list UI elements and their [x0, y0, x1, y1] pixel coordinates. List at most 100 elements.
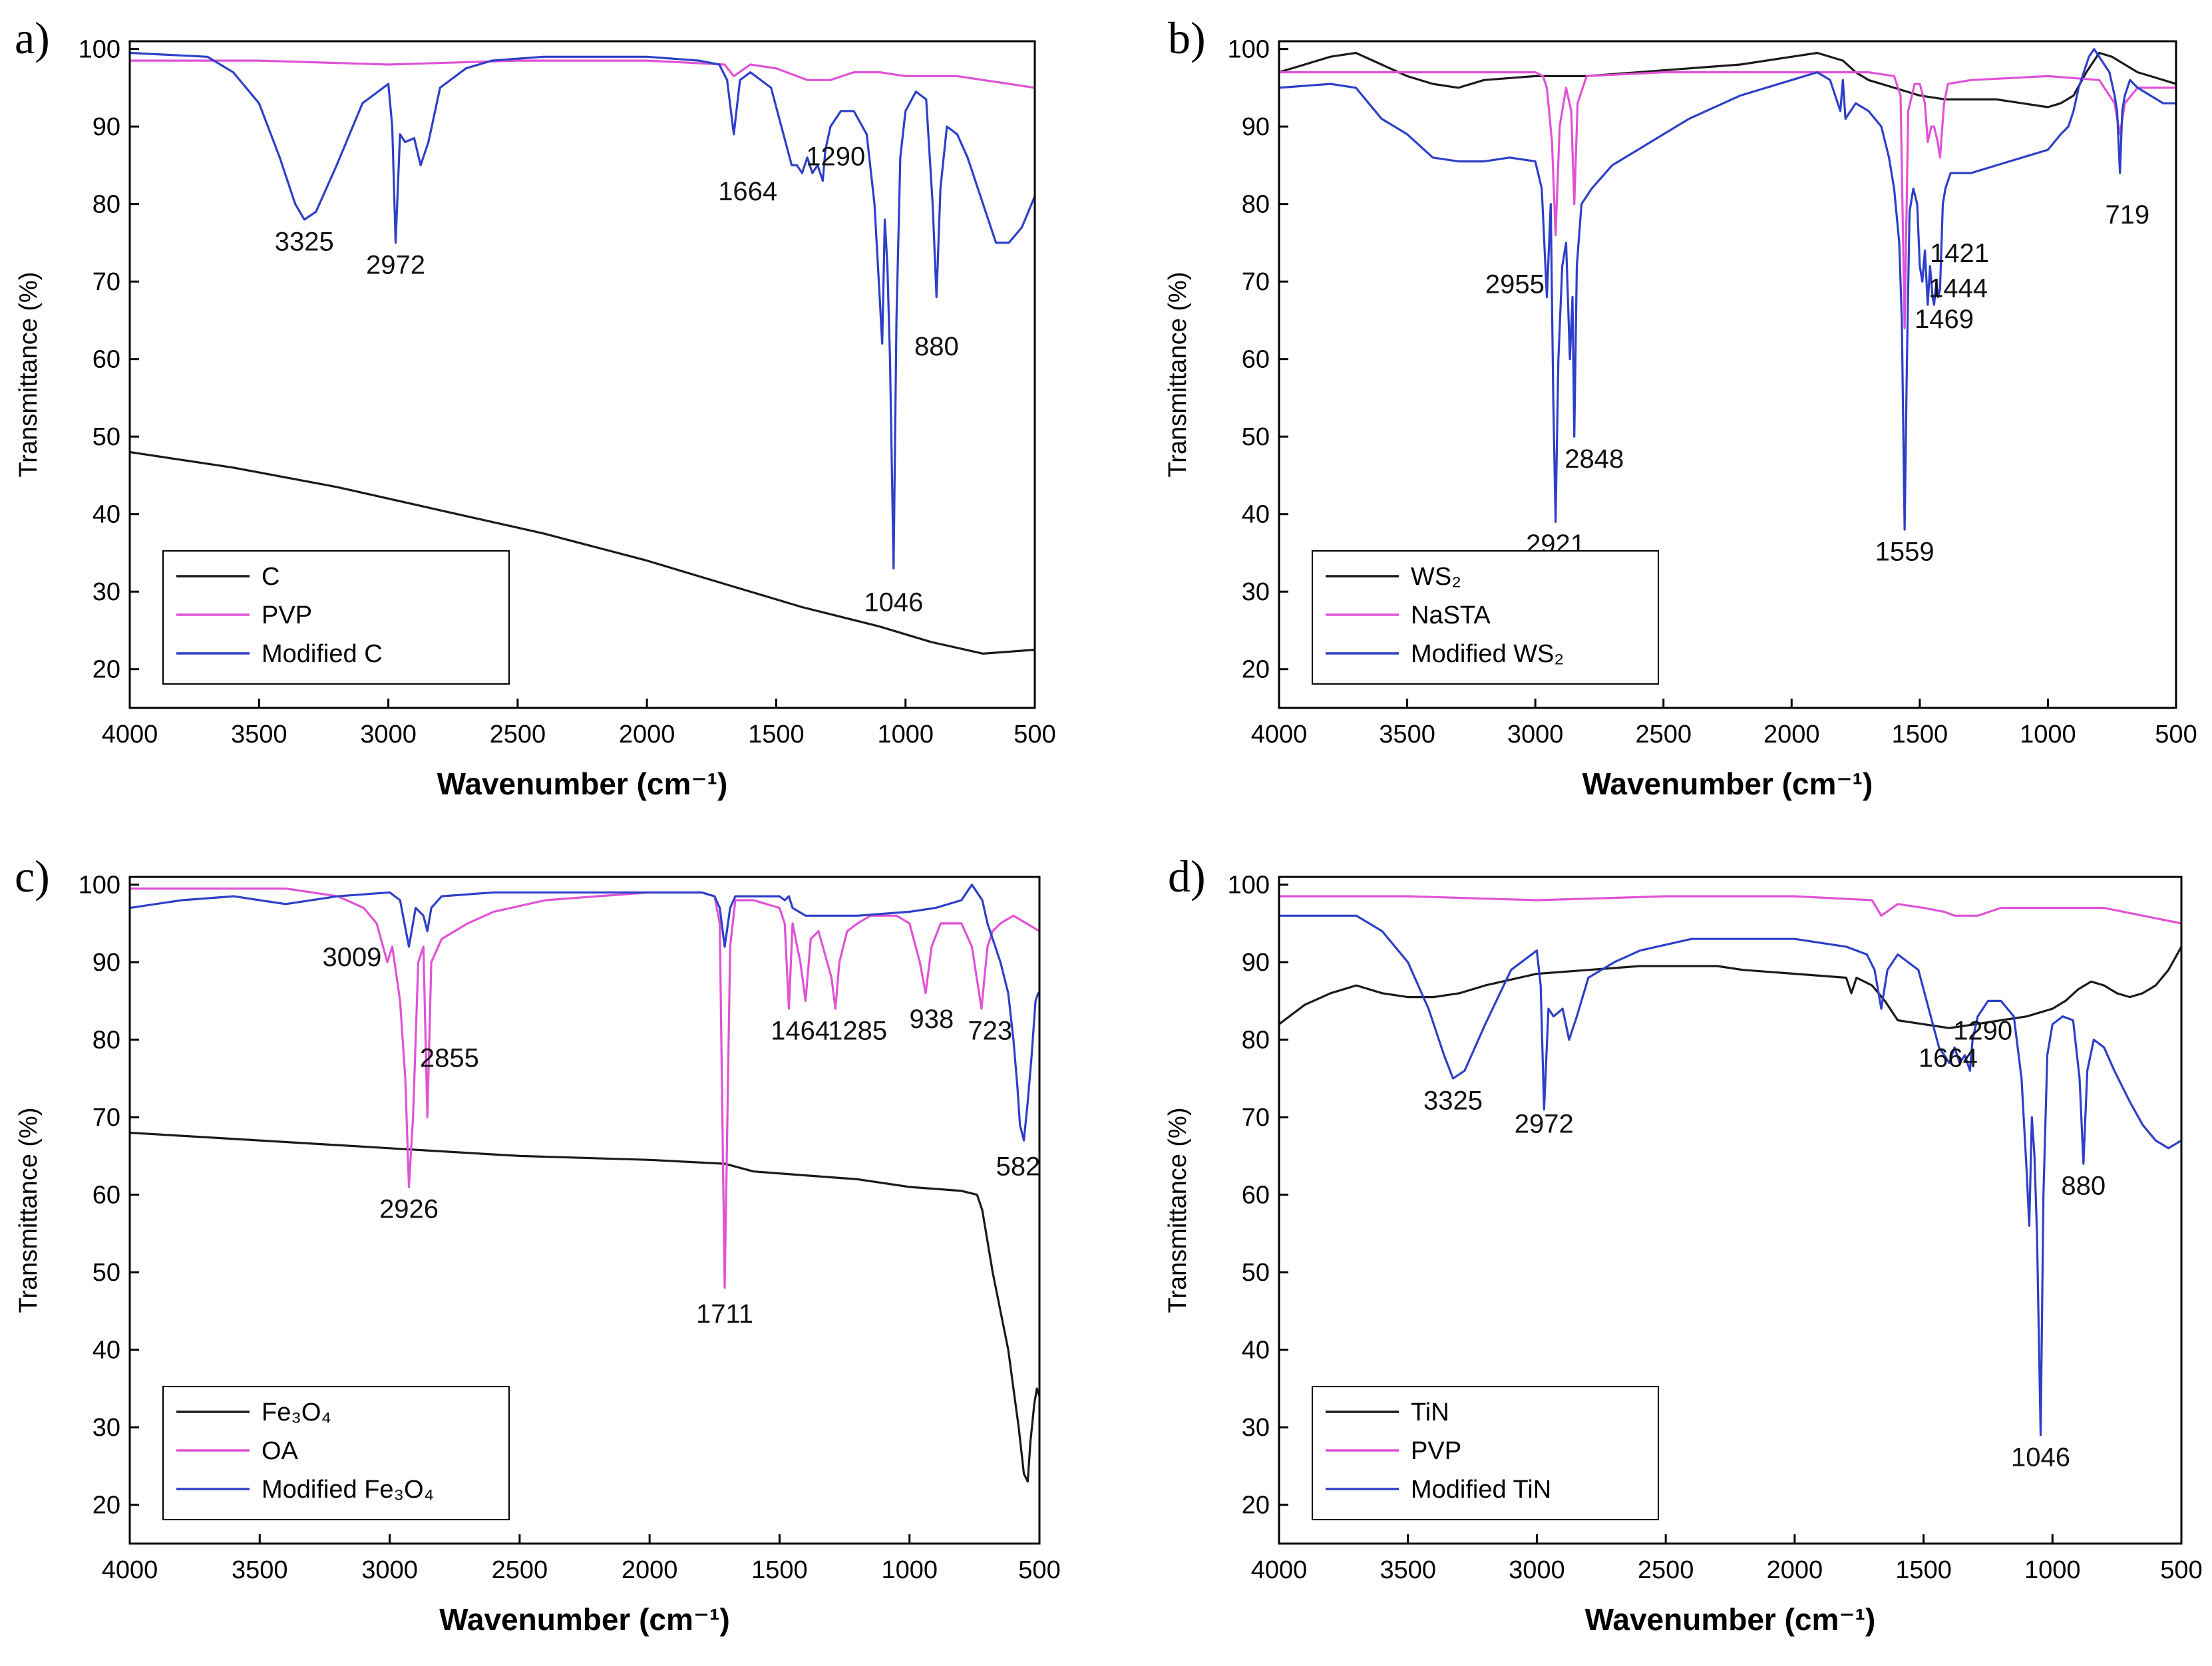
y-tick-label: 50 [1242, 1259, 1270, 1287]
x-tick-label: 3500 [232, 1556, 288, 1584]
x-axis-title: Wavenumber (cm⁻¹) [1585, 1602, 1876, 1637]
peak-label: 3325 [275, 228, 334, 257]
x-tick-label: 3000 [361, 1556, 418, 1584]
peak-label: 1464 [771, 1017, 830, 1046]
peak-label: 1285 [828, 1017, 887, 1046]
legend: Fe₃O₄ OA Modified Fe₃O₄ [162, 1386, 510, 1520]
x-tick-label: 4000 [1251, 721, 1308, 749]
legend-entry: PVP [1411, 1437, 1461, 1465]
y-tick-label: 70 [92, 1104, 120, 1132]
y-tick-label: 80 [92, 1027, 120, 1055]
legend-box [162, 550, 510, 685]
legend-entry: OA [262, 1437, 299, 1465]
x-axis-title: Wavenumber (cm⁻¹) [437, 766, 728, 801]
x-tick-label: 1000 [881, 1556, 938, 1584]
legend: WS₂ NaSTA Modified WS₂ [1312, 550, 1659, 685]
plot-frame [1278, 876, 2183, 1545]
y-tick-label: 20 [1242, 1492, 1270, 1520]
y-tick-label: 60 [1242, 1182, 1270, 1210]
legend-entry: WS₂ [1411, 563, 1461, 591]
panel-label: a) [15, 13, 50, 63]
y-tick-label: 50 [92, 1259, 120, 1287]
x-tick-label: 1500 [1892, 721, 1948, 749]
x-tick-label: 3500 [1379, 721, 1435, 749]
legend-entry: Modified TiN [1411, 1476, 1551, 1504]
y-tick-label: 100 [1228, 36, 1270, 64]
x-tick-label: 2000 [1767, 1556, 1823, 1584]
y-tick-label: 80 [92, 191, 120, 219]
series-line-2 [1279, 914, 2181, 1436]
peak-label: 938 [910, 1005, 954, 1034]
peak-label: 2972 [1515, 1109, 1574, 1138]
y-tick-label: 40 [92, 1337, 120, 1365]
legend-box [1312, 1386, 1659, 1520]
y-tick-label: 60 [92, 346, 120, 374]
x-tick-label: 4000 [102, 721, 158, 749]
x-tick-label: 1000 [2024, 1556, 2081, 1584]
peak-label: 1046 [864, 587, 923, 617]
x-tick-label: 500 [2160, 1556, 2202, 1584]
series-line-1 [130, 59, 1035, 89]
legend-entry: Modified Fe₃O₄ [262, 1476, 434, 1504]
legend-entry: Modified C [262, 640, 383, 668]
series-line-0 [130, 450, 1035, 655]
peak-label: 1711 [696, 1299, 753, 1329]
y-axis-title: Transmittance (%) [15, 272, 43, 478]
legend-entry: Fe₃O₄ [262, 1399, 331, 1426]
peak-label: 1664 [718, 177, 777, 206]
peak-label: 880 [2061, 1172, 2106, 1201]
y-tick-label: 30 [92, 578, 120, 606]
x-tick-label: 3500 [1380, 1556, 1436, 1584]
peak-label: 3325 [1423, 1086, 1483, 1116]
series-group [130, 51, 1035, 655]
y-tick-label: 20 [92, 1492, 120, 1520]
y-tick-label: 20 [92, 656, 120, 684]
y-tick-label: 30 [1242, 1414, 1270, 1442]
y-tick-label: 100 [79, 36, 120, 64]
x-tick-label: 3000 [1509, 1556, 1565, 1584]
y-tick-label: 30 [1242, 578, 1270, 606]
y-tick-label: 90 [1242, 113, 1270, 141]
peak-label: 1290 [806, 142, 865, 171]
y-tick-label: 60 [92, 1182, 120, 1210]
series-line-0 [130, 1131, 1039, 1483]
plot-frame [128, 876, 1041, 1545]
x-tick-label: 2500 [490, 721, 546, 749]
y-tick-label: 80 [1242, 1027, 1270, 1055]
x-tick-label: 500 [1014, 721, 1055, 749]
y-tick-label: 100 [1228, 872, 1270, 900]
chart-panel-d: d) 4000 3500 3000 2500 2000 1500 1000 500 20 30 40 5… [1164, 851, 2203, 1637]
y-tick-label: 60 [1242, 346, 1270, 374]
y-tick-label: 40 [1242, 501, 1270, 529]
legend: TiN PVP Modified TiN [1312, 1386, 1659, 1520]
series-group [1279, 48, 2176, 531]
y-tick-label: 100 [79, 872, 120, 900]
y-tick-label: 50 [1242, 423, 1270, 451]
series-line-1 [1279, 895, 2181, 925]
x-tick-label: 2500 [492, 1556, 548, 1584]
plot-frame [1278, 40, 2177, 709]
peak-label: 2848 [1565, 444, 1624, 474]
legend-entry: C [262, 563, 279, 591]
x-tick-label: 1500 [748, 721, 805, 749]
y-axis-title: Transmittance (%) [1164, 272, 1192, 478]
peak-label: 2955 [1485, 270, 1545, 299]
y-tick-label: 90 [1242, 949, 1270, 977]
series-group [130, 884, 1039, 1483]
y-tick-label: 70 [1242, 268, 1270, 296]
legend-entry: PVP [262, 601, 312, 629]
plot-frame [128, 40, 1036, 709]
y-tick-label: 30 [92, 1414, 120, 1442]
x-axis-title: Wavenumber (cm⁻¹) [1582, 766, 1873, 801]
peak-label: 2855 [420, 1043, 479, 1073]
peak-label: 1421 [1930, 239, 1989, 268]
peak-label: 1664 [1919, 1043, 1978, 1073]
x-tick-label: 500 [2155, 721, 2197, 749]
peak-label: 1290 [1953, 1017, 2012, 1046]
panel-label: c) [15, 851, 50, 902]
legend-entry: Modified WS₂ [1411, 640, 1564, 668]
peak-label: 1559 [1875, 538, 1935, 567]
legend-entry: TiN [1411, 1399, 1449, 1426]
series-line-1 [1279, 71, 2176, 329]
y-tick-label: 70 [1242, 1104, 1270, 1132]
